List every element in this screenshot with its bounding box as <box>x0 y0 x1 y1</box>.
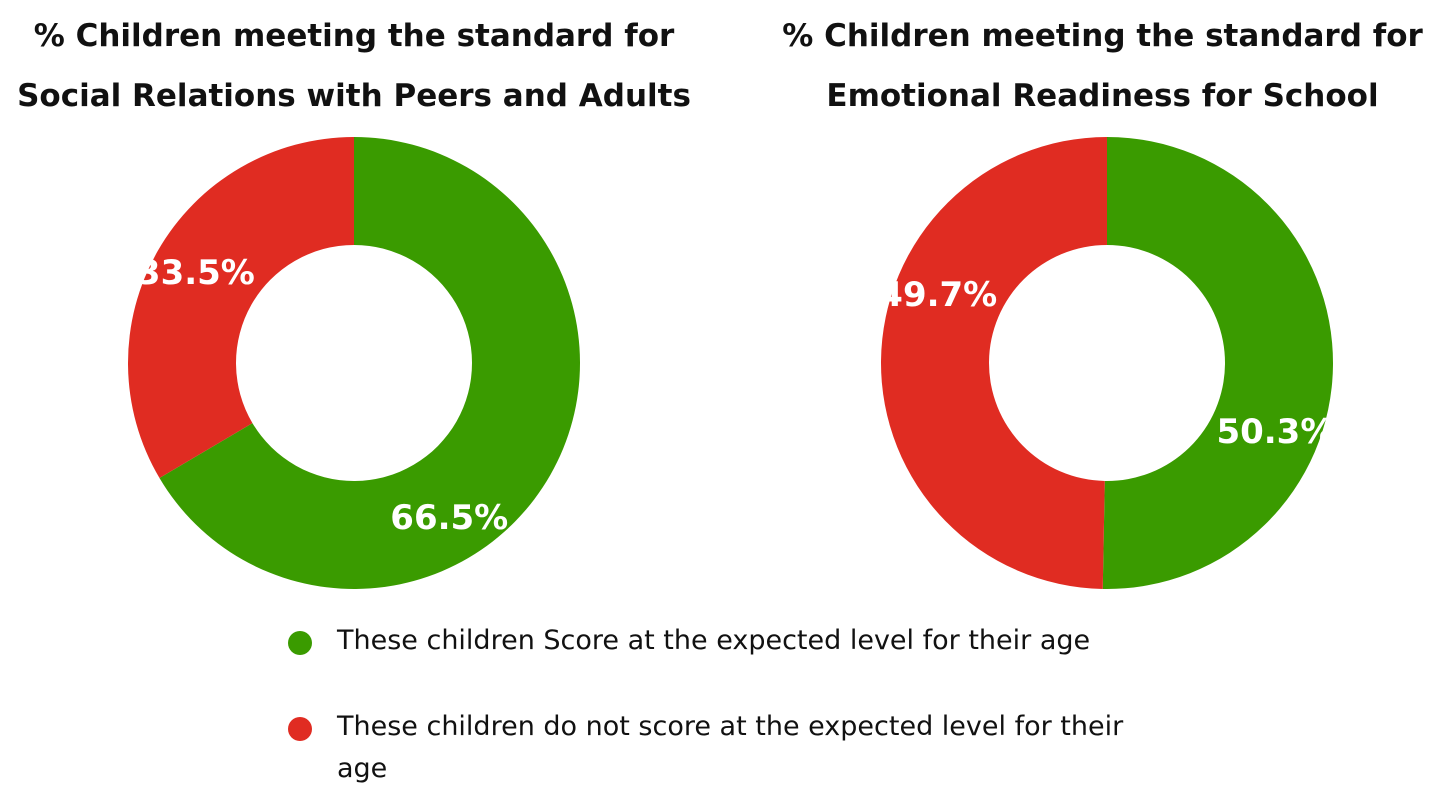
chart-title-emotional-readiness: % Children meeting the standard for Emot… <box>762 6 1443 126</box>
donut-chart-social-relations: 66.5% 33.5% <box>128 137 581 589</box>
social-relations-data-label: 66.5% <box>390 498 508 538</box>
legend-swatch-red <box>288 717 312 741</box>
legend-label: These children Score at the expected lev… <box>337 625 1091 656</box>
social-relations-slice-below-standard <box>128 137 354 479</box>
emotional-readiness-slice-meets-standard <box>1102 137 1334 589</box>
chart-title-line: % Children meeting the standard for <box>33 18 675 54</box>
emotional-readiness-slice-below-standard <box>881 137 1107 589</box>
donut-chart-emotional-readiness: 50.3% 49.7% <box>879 137 1334 589</box>
legend-swatch-green <box>288 631 312 655</box>
chart-title-line: Emotional Readiness for School <box>826 78 1379 114</box>
emotional-readiness-data-label: 50.3% <box>1216 412 1334 452</box>
social-relations-slice-meets-standard <box>159 137 581 589</box>
legend-label: These children do not score at the expec… <box>337 711 1124 784</box>
legend-item-below-standard: These children do not score at the expec… <box>286 706 1186 790</box>
chart-title-social-relations: % Children meeting the standard for Soci… <box>0 6 708 126</box>
chart-title-line: % Children meeting the standard for <box>782 18 1423 54</box>
legend: These children Score at the expected lev… <box>286 620 1186 790</box>
social-relations-data-label: 33.5% <box>137 253 255 293</box>
legend-item-meets-standard: These children Score at the expected lev… <box>286 620 1186 662</box>
emotional-readiness-data-label: 49.7% <box>879 275 997 315</box>
chart-title-line: Social Relations with Peers and Adults <box>17 78 691 114</box>
